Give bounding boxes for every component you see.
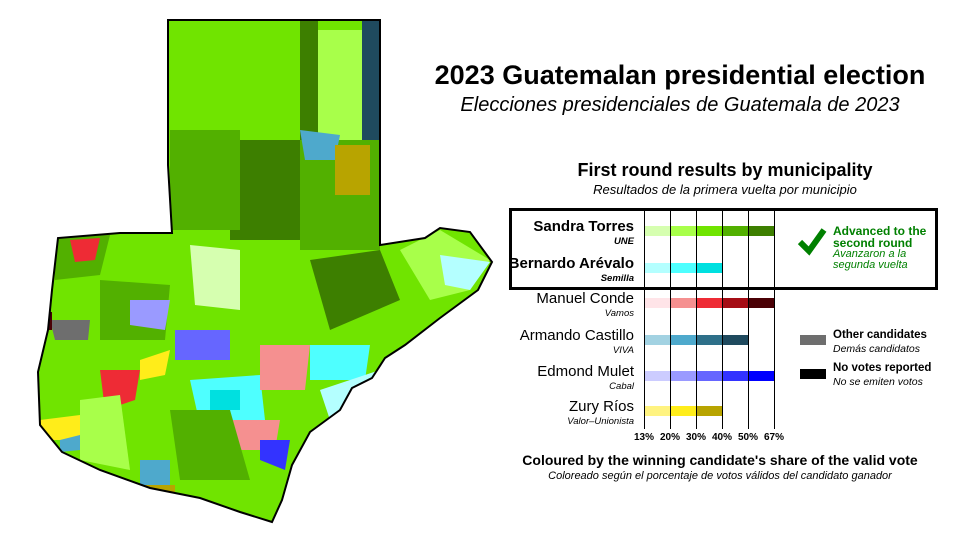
color-scale-segment [644, 406, 670, 416]
color-scale-segment [644, 263, 670, 273]
scale-gridline [644, 211, 646, 429]
scale-tick-label: 20% [659, 432, 680, 443]
checkmark-icon [797, 228, 827, 256]
page-subtitle: Elecciones presidenciales de Guatemala d… [460, 94, 900, 116]
candidate-party: Valor–Unionista [567, 416, 634, 427]
candidate-name: Zury Ríos [568, 398, 634, 415]
color-scale-bar [644, 371, 774, 381]
color-scale-bar [644, 226, 774, 236]
scale-tick-label: 67% [763, 432, 784, 443]
scale-tick-label: 13% [633, 432, 654, 443]
candidate-name: Bernardo Arévalo [508, 255, 634, 272]
scale-gridline [696, 211, 698, 429]
candidate-name: Armando Castillo [519, 327, 634, 344]
color-scale-segment [722, 371, 748, 381]
scale-gridline [670, 211, 672, 429]
other-candidates-label: Other candidates [833, 329, 927, 341]
advanced-label-line2: second round [833, 236, 913, 250]
candidate-party: UNE [613, 236, 634, 247]
color-scale-segment [670, 298, 696, 308]
color-scale-segment [696, 335, 722, 345]
no-votes-swatch [800, 369, 826, 379]
color-scale-segment [696, 226, 722, 236]
advanced-box [509, 208, 938, 290]
color-scale-segment [670, 335, 696, 345]
municipality-map [37, 19, 493, 523]
color-scale-segment [670, 263, 696, 273]
candidate-party: Semilla [600, 273, 634, 284]
color-scale-segment [696, 406, 722, 416]
color-scale-segment [722, 226, 748, 236]
color-scale-segment [722, 335, 748, 345]
other-candidates-sub: Demás candidatos [833, 343, 920, 355]
color-scale-bar [644, 263, 722, 273]
color-scale-segment [644, 226, 670, 236]
candidate-party: Vamos [604, 308, 634, 319]
color-scale-segment [670, 226, 696, 236]
color-scale-bar [644, 335, 748, 345]
no-votes-label: No votes reported [833, 362, 932, 374]
scale-tick-label: 50% [737, 432, 758, 443]
legend-title: First round results by municipality [577, 160, 873, 180]
color-scale-segment [670, 406, 696, 416]
candidate-party: Cabal [609, 381, 634, 392]
color-scale-bar [644, 298, 774, 308]
footer-title: Coloured by the winning candidate's shar… [522, 452, 918, 468]
footer-subtitle: Coloreado según el porcentaje de votos v… [548, 470, 892, 482]
color-scale-bar [644, 406, 722, 416]
scale-tick-label: 30% [685, 432, 706, 443]
candidate-party: VIVA [612, 345, 634, 356]
legend-subtitle: Resultados de la primera vuelta por muni… [593, 182, 857, 197]
other-candidates-swatch [800, 335, 826, 345]
scale-gridline [722, 211, 724, 429]
color-scale-segment [696, 371, 722, 381]
candidate-name: Sandra Torres [533, 218, 634, 235]
color-scale-segment [696, 263, 722, 273]
no-votes-sub: No se emiten votos [833, 376, 923, 388]
advanced-sub-line1: Avanzaron a la [833, 248, 907, 260]
advanced-sub-line2: segunda vuelta [833, 259, 908, 271]
color-scale-segment [644, 335, 670, 345]
color-scale-segment [748, 226, 774, 236]
color-scale-segment [748, 371, 774, 381]
color-scale-segment [644, 298, 670, 308]
advanced-label-line1: Advanced to the [833, 224, 927, 238]
scale-gridline [774, 211, 776, 429]
color-scale-segment [748, 298, 774, 308]
advanced-label: Advanced to the second round Avanzaron a… [833, 225, 926, 271]
color-scale-segment [670, 371, 696, 381]
scale-tick-label: 40% [711, 432, 732, 443]
candidate-name: Edmond Mulet [537, 363, 634, 380]
page-title: 2023 Guatemalan presidential election [434, 60, 926, 90]
scale-gridline [748, 211, 750, 429]
color-scale-segment [644, 371, 670, 381]
color-scale-segment [696, 298, 722, 308]
candidate-name: Manuel Conde [536, 290, 634, 307]
color-scale-segment [722, 298, 748, 308]
